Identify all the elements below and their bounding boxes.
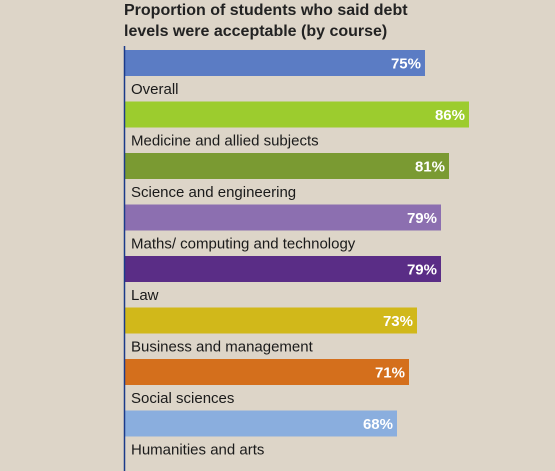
category-label-1: Medicine and allied subjects [131,133,319,150]
category-label-3: Maths/ computing and technology [131,236,356,253]
category-label-7: Humanities and arts [131,442,264,459]
value-label-3: 79% [407,210,437,227]
chart-title-line-1: Proportion of students who said debt [124,2,408,19]
bar-0 [125,50,425,76]
value-label-5: 73% [383,313,413,330]
bar-6 [125,359,409,385]
chart-title: Proportion of students who said debt lev… [124,0,424,42]
value-label-6: 71% [375,365,405,382]
bars-group: 75% Overall 86% Medicine and allied subject… [125,50,469,459]
value-label-2: 81% [415,159,445,176]
value-label-1: 86% [435,107,465,124]
value-label-7: 68% [363,416,393,433]
chart-title-line-2: levels were acceptable (by course) [124,23,388,40]
bar-2 [125,153,449,179]
bar-4 [125,256,441,282]
category-label-0: Overall [131,81,179,98]
category-label-4: Law [131,287,159,304]
bar-1 [125,101,469,128]
bar-7 [125,410,397,437]
category-label-5: Business and management [131,339,314,356]
category-label-6: Social sciences [131,390,234,407]
category-label-2: Science and engineering [131,184,296,201]
value-label-4: 79% [407,262,437,279]
bar-3 [125,204,441,231]
value-label-0: 75% [391,56,421,73]
bar-5 [125,307,417,334]
